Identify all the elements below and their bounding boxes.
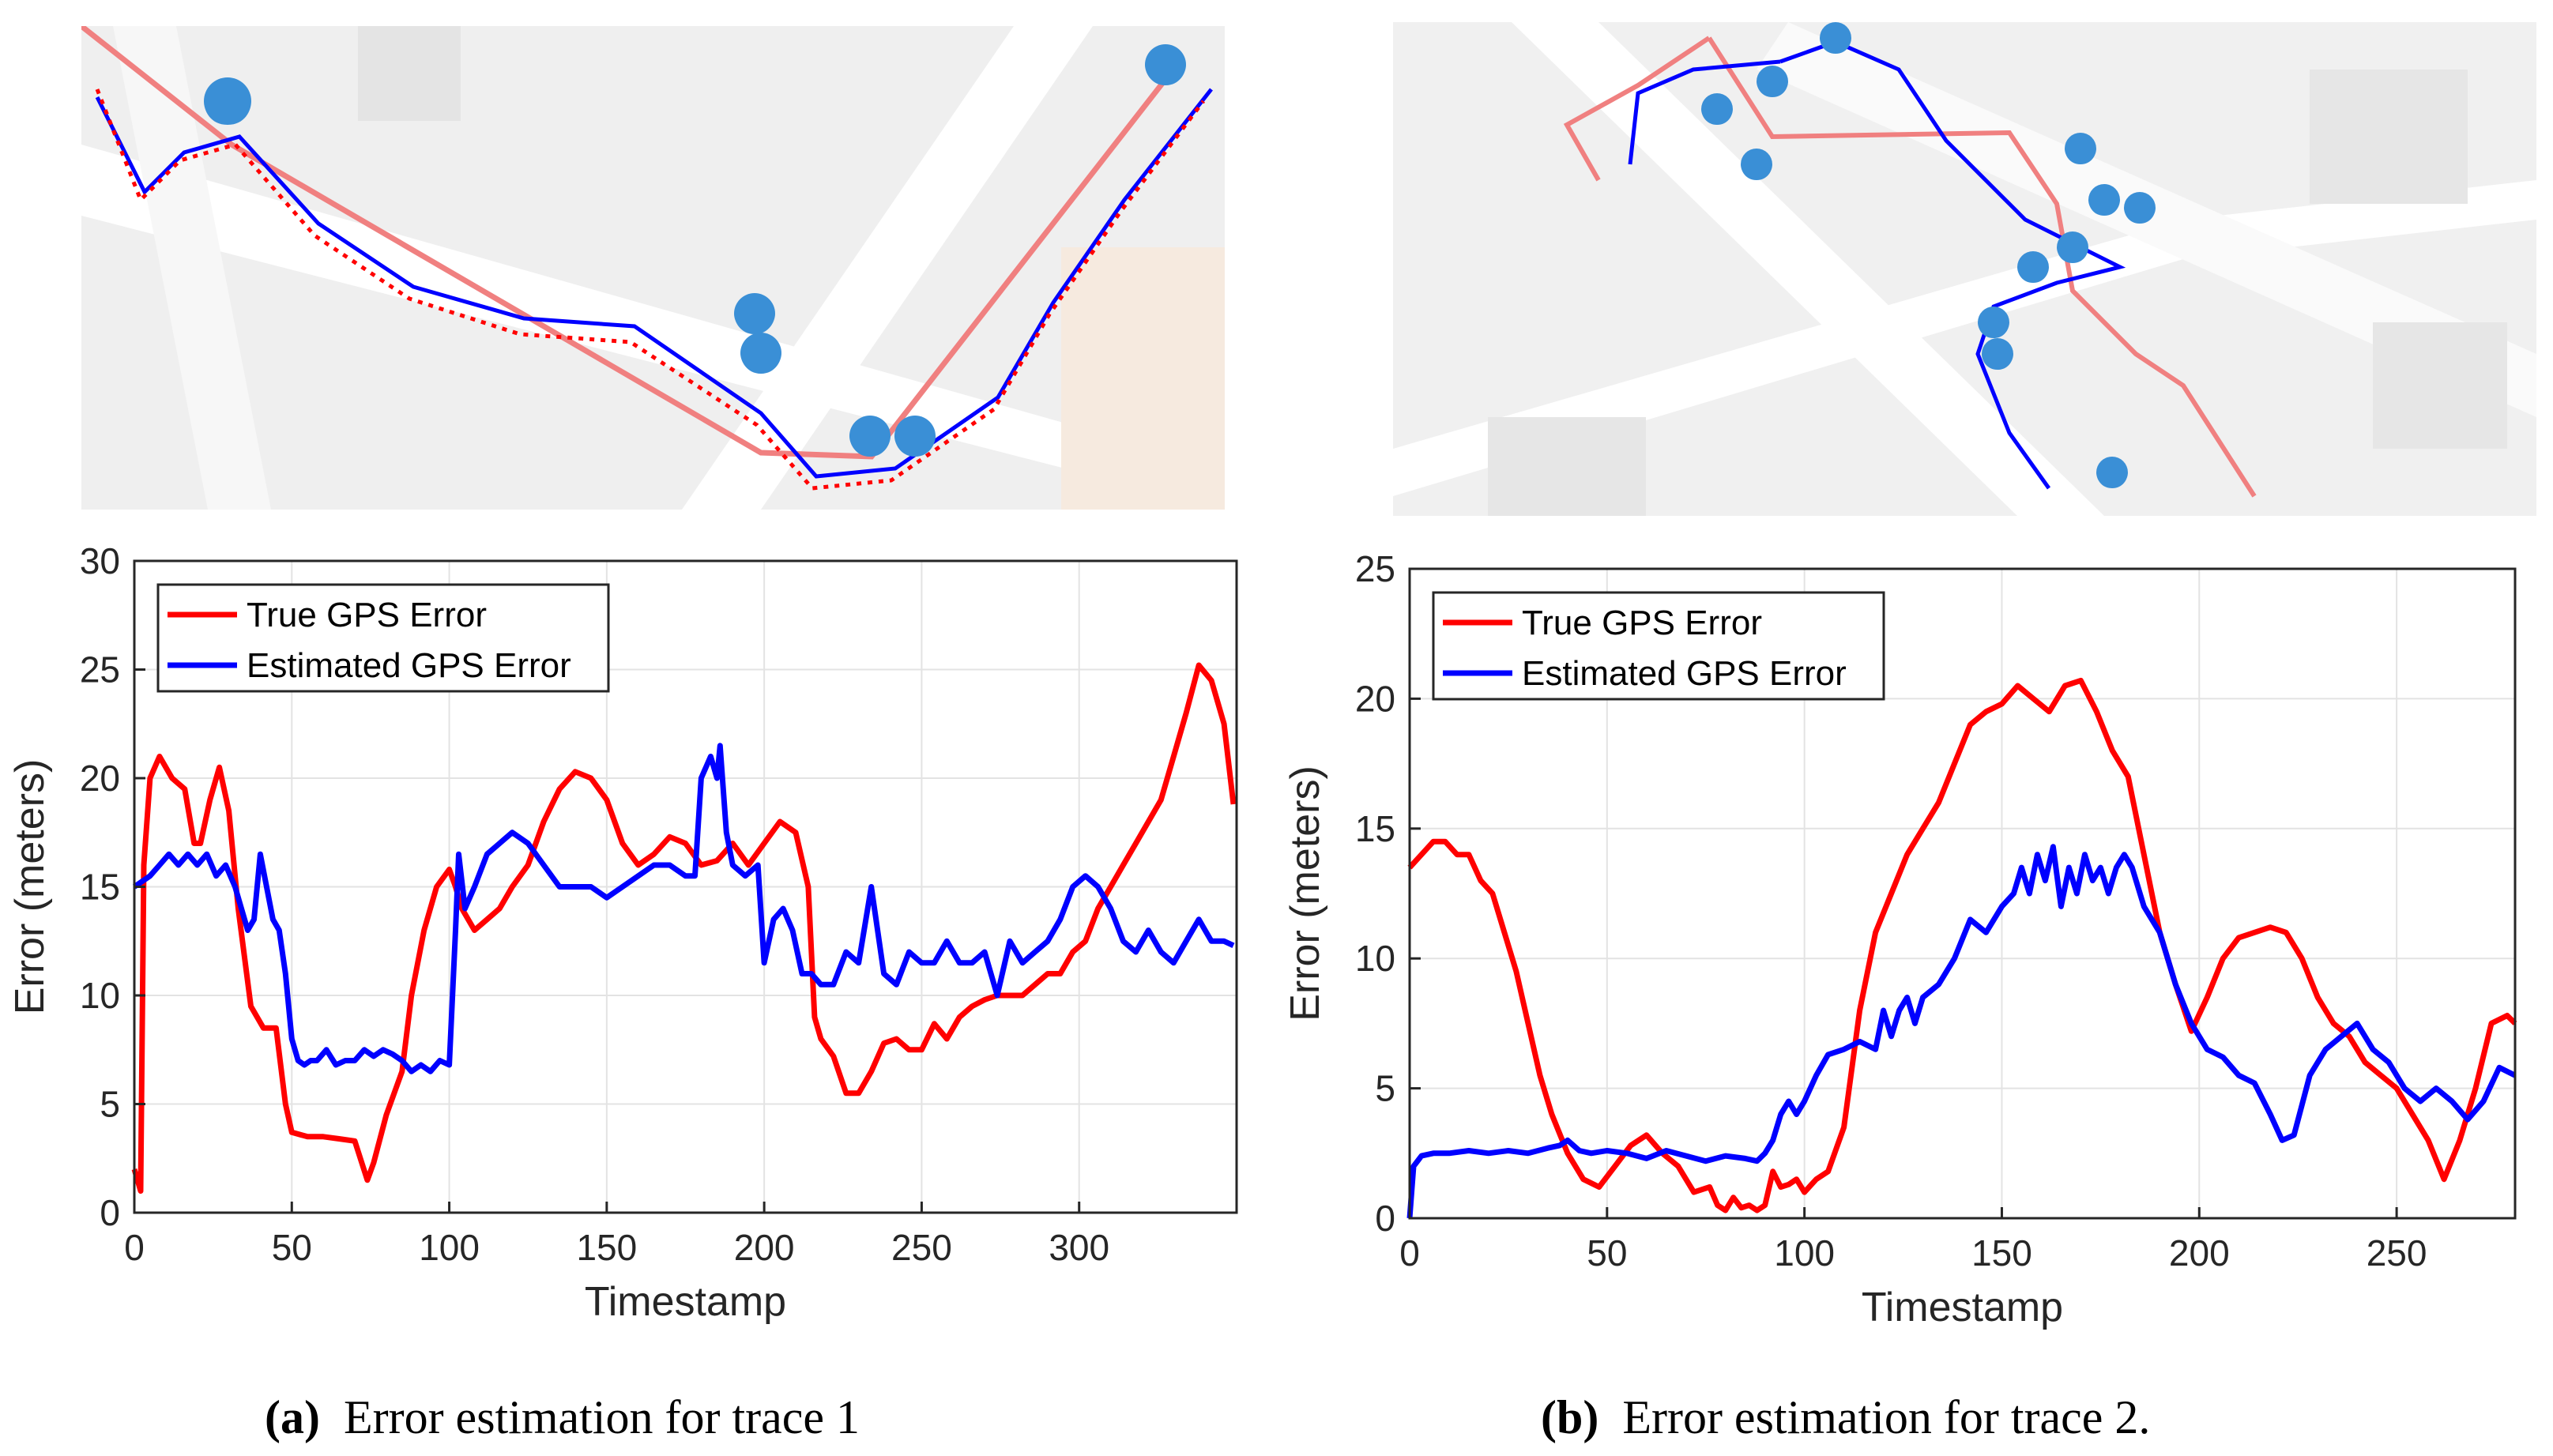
y-tick-label: 0 xyxy=(100,1192,120,1233)
x-tick-label: 250 xyxy=(891,1227,952,1268)
y-tick-label: 10 xyxy=(1355,938,1395,979)
building xyxy=(1488,417,1646,516)
y-tick-label: 15 xyxy=(80,867,120,908)
plot-frame xyxy=(1408,567,2517,1220)
legend-est-label: Estimated GPS Error xyxy=(247,646,571,685)
x-tick-label: 150 xyxy=(576,1227,637,1268)
road xyxy=(682,26,1093,510)
caption-a: (a) Error estimation for trace 1 xyxy=(265,1390,860,1445)
map-pin-icon xyxy=(204,77,251,125)
map-pin-icon xyxy=(2065,133,2096,164)
road xyxy=(113,26,271,510)
legend-true-label: True GPS Error xyxy=(1522,604,1762,642)
x-tick-label: 100 xyxy=(419,1227,480,1268)
map-pin-icon xyxy=(2017,251,2049,283)
y-axis-label: Error (meters) xyxy=(7,759,53,1015)
y-tick-label: 25 xyxy=(1355,548,1395,589)
y-tick-label: 5 xyxy=(1375,1068,1395,1109)
building xyxy=(2373,322,2507,449)
x-tick-label: 300 xyxy=(1049,1227,1109,1268)
map-pin-icon xyxy=(1741,149,1772,180)
caption-b-text: Error estimation for trace 2. xyxy=(1622,1391,2151,1443)
true-path-dots xyxy=(95,88,1205,491)
x-tick-label: 50 xyxy=(272,1227,312,1268)
map-pin-icon xyxy=(849,416,891,457)
trace-2-map-graphic xyxy=(1393,22,2536,516)
legend-true-label: True GPS Error xyxy=(247,596,487,634)
trace-2-map xyxy=(1393,22,2536,516)
building xyxy=(2310,70,2468,204)
true-gps-error-line xyxy=(1407,677,2517,1213)
x-axis-label: Timestamp xyxy=(1862,1285,2063,1330)
estimated-path xyxy=(1779,40,2126,490)
map-pin-icon xyxy=(734,293,775,334)
map-pin-icon xyxy=(1145,44,1186,85)
y-axis-label: Error (meters) xyxy=(1282,766,1328,1021)
map-pin-icon xyxy=(2124,192,2156,224)
y-tick-label: 5 xyxy=(100,1084,120,1125)
caption-b-tag: (b) xyxy=(1541,1391,1599,1443)
estimated-gps-error-line xyxy=(1406,844,2517,1219)
x-tick-label: 200 xyxy=(2169,1232,2230,1274)
map-pin-icon xyxy=(2057,231,2088,263)
chart-trace-1: 0 50 100 150 200 250 300 0 5 10 15 20 25 30 Timestamp E… xyxy=(0,537,1264,1343)
legend-box xyxy=(156,583,610,693)
road xyxy=(1512,22,2104,516)
estimated-gps-error-line xyxy=(133,743,1235,1074)
x-tick-label: 250 xyxy=(2367,1232,2427,1274)
road xyxy=(1393,180,2536,496)
y-tick-label: 30 xyxy=(80,540,120,581)
caption-a-tag: (a) xyxy=(265,1391,320,1443)
x-tick-label: 0 xyxy=(1399,1232,1420,1274)
map-pin-icon xyxy=(2096,457,2128,488)
y-tick-label: 10 xyxy=(80,975,120,1016)
map-pin-icon xyxy=(740,333,781,374)
x-tick-label: 100 xyxy=(1774,1232,1835,1274)
x-tick-label: 200 xyxy=(734,1227,795,1268)
x-tick-label: 0 xyxy=(124,1227,145,1268)
chart-b-svg: 0 50 100 150 200 250 0 5 10 15 20 25 Timestamp Error … xyxy=(1282,548,2517,1330)
x-tick-label: 50 xyxy=(1587,1232,1627,1274)
true-route-line xyxy=(1563,36,1711,182)
building xyxy=(358,26,461,121)
legend-box xyxy=(1432,591,1885,701)
map-pin-icon xyxy=(1820,22,1851,54)
y-tick-label: 20 xyxy=(1355,678,1395,719)
map-pin-icon xyxy=(1982,338,2013,370)
trace-1-map xyxy=(81,26,1225,510)
waypoint-markers xyxy=(204,44,1186,457)
building xyxy=(1061,247,1225,510)
map-pin-icon xyxy=(1701,93,1733,125)
trace-1-map-graphic xyxy=(81,26,1225,510)
map-pin-icon xyxy=(1757,66,1788,97)
estimated-path xyxy=(1628,59,1781,165)
true-route-line xyxy=(81,26,1166,460)
road xyxy=(81,145,1225,510)
y-tick-label: 20 xyxy=(80,758,120,799)
true-gps-error-line xyxy=(131,662,1237,1194)
map-pin-icon xyxy=(1978,307,2009,338)
chart-trace-2: 0 50 100 150 200 250 0 5 10 15 20 25 Timestamp Error … xyxy=(1272,537,2553,1343)
y-tick-label: 25 xyxy=(80,649,120,690)
map-pin-icon xyxy=(2088,184,2120,216)
y-tick-label: 15 xyxy=(1355,808,1395,849)
x-axis-label: Timestamp xyxy=(585,1279,786,1325)
chart-a-svg: 0 50 100 150 200 250 300 0 5 10 15 20 25 30 Timestamp E… xyxy=(7,540,1238,1325)
legend-est-label: Estimated GPS Error xyxy=(1522,654,1847,693)
x-tick-label: 150 xyxy=(1971,1232,2032,1274)
estimated-path xyxy=(95,88,1213,479)
map-pin-icon xyxy=(894,416,936,457)
waypoint-markers xyxy=(1701,22,2156,488)
caption-a-text: Error estimation for trace 1 xyxy=(343,1391,860,1443)
caption-b: (b) Error estimation for trace 2. xyxy=(1541,1390,2150,1445)
y-tick-label: 0 xyxy=(1375,1198,1395,1239)
